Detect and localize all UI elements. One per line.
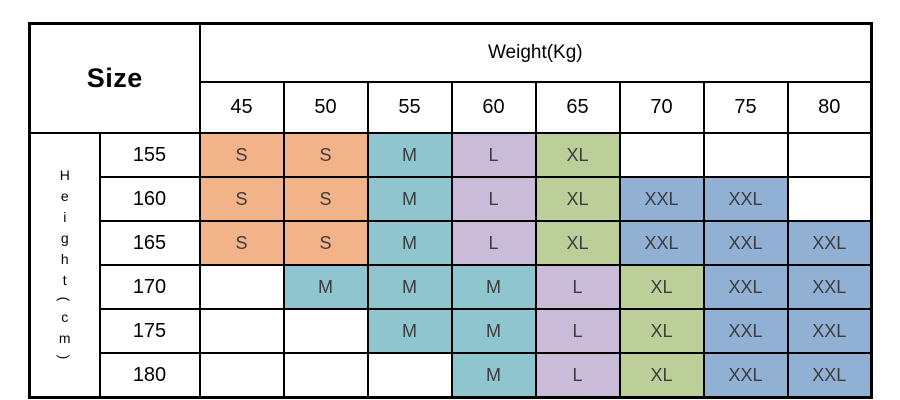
size-cell: M: [450, 308, 537, 354]
size-cell: XL: [618, 264, 705, 310]
size-cell: L: [534, 352, 621, 399]
size-cell: XXL: [786, 352, 873, 399]
size-cell: L: [534, 308, 621, 354]
size-cell: [702, 132, 789, 178]
size-cell: S: [282, 176, 369, 222]
table-row: 170 M M M L XL XXL XXL: [30, 264, 873, 310]
size-cell: XXL: [786, 308, 873, 354]
size-cell: L: [450, 220, 537, 266]
size-cell: XL: [534, 132, 621, 178]
height-row-header: 160: [98, 176, 201, 222]
weight-col-header: 55: [366, 81, 453, 134]
height-axis-label: H e i g h t ( c m ): [28, 132, 101, 399]
size-cell: S: [282, 220, 369, 266]
size-cell: XL: [618, 308, 705, 354]
size-chart-table: Size Weight(Kg) 45 50 55 60 65 70 75 80 …: [28, 22, 874, 399]
size-cell: XL: [534, 176, 621, 222]
size-cell: S: [198, 220, 285, 266]
weight-col-header: 80: [786, 81, 873, 134]
table-row: 175 M M L XL XXL XXL: [30, 308, 873, 354]
corner-title: Size: [28, 22, 201, 134]
size-cell: XXL: [786, 264, 873, 310]
weight-col-header: 50: [282, 81, 369, 134]
size-cell: [786, 176, 873, 222]
size-cell: XXL: [702, 220, 789, 266]
height-axis-char: i: [63, 209, 67, 225]
weight-col-header: 45: [198, 81, 285, 134]
weight-group-header: Weight(Kg): [198, 22, 873, 83]
weight-col-header: 60: [450, 81, 537, 134]
size-cell: M: [366, 132, 453, 178]
size-cell: [198, 352, 285, 399]
height-row-header: 170: [98, 264, 201, 310]
size-cell: [618, 132, 705, 178]
height-row-header: 165: [98, 220, 201, 266]
size-cell: M: [366, 308, 453, 354]
table-row: 160 S S M L XL XXL XXL: [30, 176, 873, 222]
size-cell: XXL: [618, 176, 705, 222]
size-cell: XXL: [702, 308, 789, 354]
size-cell: XL: [534, 220, 621, 266]
weight-col-header: 70: [618, 81, 705, 134]
size-cell: [282, 308, 369, 354]
height-axis-char: t: [62, 272, 67, 288]
size-cell: XXL: [702, 264, 789, 310]
open-paren-char: (: [56, 296, 73, 302]
size-cell: S: [198, 176, 285, 222]
height-axis-stack: H e i g h t ( c m ): [32, 165, 98, 365]
height-axis-char: g: [60, 230, 69, 246]
height-axis-char: h: [60, 251, 69, 267]
size-cell: [198, 264, 285, 310]
size-cell: [282, 352, 369, 399]
size-cell: XXL: [786, 220, 873, 266]
size-cell: XL: [618, 352, 705, 399]
height-row-header: 180: [98, 352, 201, 399]
table-row: 165 S S M L XL XXL XXL XXL: [30, 220, 873, 266]
height-axis-char: m: [58, 330, 71, 346]
size-cell: L: [534, 264, 621, 310]
height-axis-char: c: [61, 309, 69, 325]
height-axis-char: H: [59, 167, 70, 183]
table-row: H e i g h t ( c m ) 155 S S M L: [28, 132, 873, 399]
height-axis-char: e: [60, 188, 69, 204]
header-row-weight-values: 45 50 55 60 65 70 75 80: [30, 81, 873, 134]
header-row-weight: Size Weight(Kg): [28, 22, 873, 134]
size-cell: XXL: [618, 220, 705, 266]
height-row-header: 175: [98, 308, 201, 354]
size-cell: L: [450, 132, 537, 178]
weight-col-header: 75: [702, 81, 789, 134]
size-cell: XXL: [702, 176, 789, 222]
size-cell: L: [450, 176, 537, 222]
size-cell: M: [450, 352, 537, 399]
weight-col-header: 65: [534, 81, 621, 134]
size-cell: M: [450, 264, 537, 310]
size-cell: [786, 132, 873, 178]
size-cell: M: [366, 176, 453, 222]
height-row-header: 155: [98, 132, 201, 178]
size-cell: S: [282, 132, 369, 178]
size-cell: [366, 352, 453, 399]
size-cell: M: [366, 264, 453, 310]
table-row: 180 M L XL XXL XXL: [30, 352, 873, 399]
close-paren-char: ): [56, 354, 73, 360]
size-cell: S: [198, 132, 285, 178]
size-cell: XXL: [702, 352, 789, 399]
size-cell: M: [282, 264, 369, 310]
size-cell: [198, 308, 285, 354]
size-cell: M: [366, 220, 453, 266]
